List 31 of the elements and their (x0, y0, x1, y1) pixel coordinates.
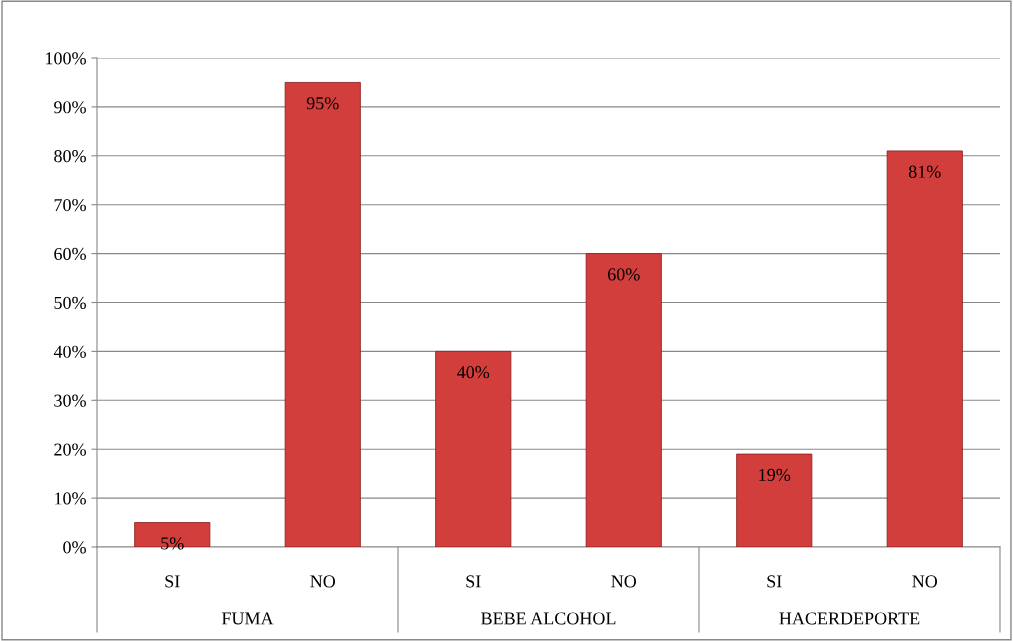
x-tick-label: NO (310, 575, 336, 588)
data-label: 40% (457, 366, 490, 379)
data-label: 19% (759, 468, 791, 482)
data-label: 95% (306, 97, 339, 110)
y-tick-label: 30% (54, 394, 86, 407)
y-tick-label: 40% (53, 345, 86, 358)
y-tick-label: 90% (54, 101, 86, 114)
y-tick-label: 10% (55, 492, 86, 505)
text: FUMA (221, 612, 274, 625)
bar (585, 253, 662, 547)
data-label: 81% (908, 165, 941, 178)
y-tick-label: 0% (63, 541, 86, 554)
bar (284, 82, 361, 547)
x-tick-label: SI (466, 575, 481, 588)
text: HACERDEPORTE (779, 612, 920, 625)
data-label: 5% (161, 537, 184, 550)
y-tick-label: 70% (54, 198, 86, 212)
x-tick-label: NO (912, 575, 938, 588)
y-tick-label: 80% (54, 150, 86, 163)
text: BEBE ALCOHOL (481, 612, 616, 625)
x-tick-label: SI (767, 575, 782, 588)
bar (736, 453, 813, 547)
x-tick-label: SI (165, 575, 180, 588)
bar (435, 350, 512, 547)
bar (886, 150, 963, 547)
y-tick-label: 20% (54, 443, 86, 456)
y-tick-label: 60% (54, 247, 86, 261)
y-tick-label: 100% (46, 52, 86, 65)
x-tick-label: NO (611, 575, 637, 588)
y-tick-label: 50% (54, 296, 86, 309)
data-label: 60% (607, 268, 640, 281)
